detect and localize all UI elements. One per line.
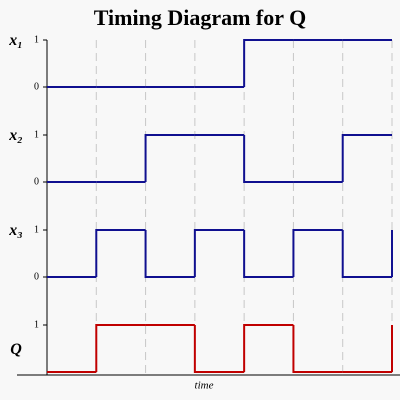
signal-segment bbox=[243, 324, 294, 372]
x-axis-label: time bbox=[195, 380, 214, 392]
signal-segment bbox=[243, 230, 294, 278]
signal-segment bbox=[243, 135, 294, 183]
series-label: x₃ bbox=[8, 222, 23, 239]
series-label: Q bbox=[10, 341, 22, 358]
signal-segment bbox=[144, 134, 195, 182]
y-tick-label: 0 bbox=[34, 81, 39, 92]
signal-segment bbox=[95, 324, 146, 372]
y-tick-label: 1 bbox=[34, 224, 39, 235]
y-tick-label: 0 bbox=[34, 271, 39, 282]
signal-segment bbox=[144, 230, 195, 278]
signal-segment bbox=[341, 230, 392, 278]
signal-segment bbox=[95, 229, 146, 277]
y-tick-label: 0 bbox=[34, 176, 39, 187]
y-tick-label: 1 bbox=[34, 34, 39, 45]
signal-segment bbox=[193, 325, 245, 373]
signal-segment bbox=[292, 229, 343, 277]
signal-segment bbox=[292, 325, 343, 373]
signal-segment bbox=[341, 134, 392, 182]
y-tick-label: 1 bbox=[34, 129, 39, 140]
signal-segment bbox=[243, 39, 294, 87]
signal-segment bbox=[193, 229, 245, 277]
series-label: x₂ bbox=[8, 127, 23, 144]
y-tick-label: 1 bbox=[34, 319, 39, 330]
chart-title: Timing Diagram for Q bbox=[94, 5, 306, 30]
series-label: x₁ bbox=[8, 32, 23, 49]
